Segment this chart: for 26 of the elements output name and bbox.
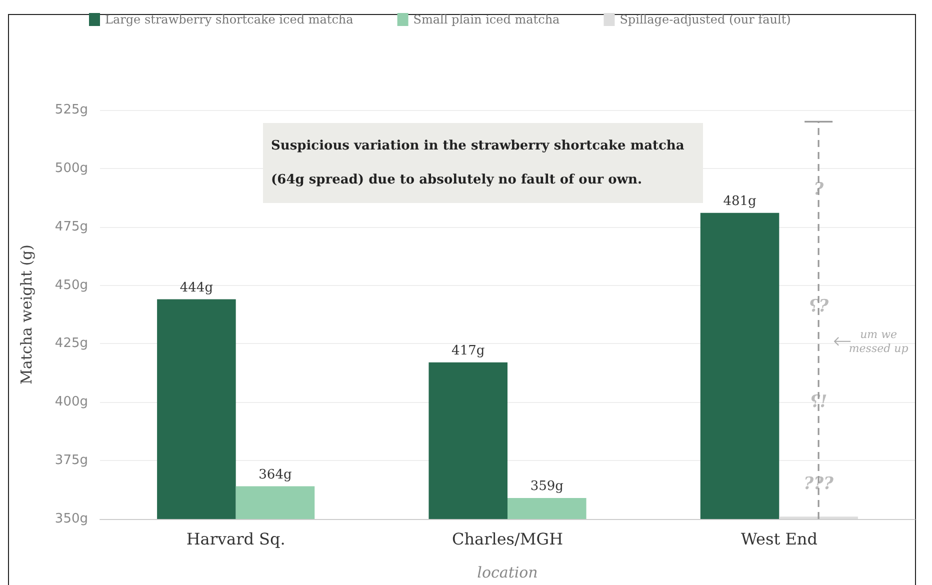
data-label: 444g [180,280,214,296]
y-tick-label: 475g [54,219,88,234]
annotation: um we messed up [848,328,908,355]
data-label: 364g [258,467,292,482]
y-tick-label: 525g [54,102,88,118]
data-label: 417g [452,343,485,358]
data-label: 481g [723,194,756,209]
x-tick-label: Harvard Sq. [186,530,286,548]
y-tick-label: 350g [54,512,88,526]
y-tick-label: 425g [54,336,88,352]
y-tick-label: 450g [54,278,88,293]
x-tick-label: Charles/MGH [452,530,564,548]
text: Suspicious variation in the strawberry shortcake matcha (64g spread) due to absolutely no fault of our own. [271,138,684,188]
y-tick-label: 375g [54,453,88,468]
y-tick-label: 500g [54,160,88,176]
legend-label: Spillage-adjusted (our fault) [620,12,791,26]
x-axis-title: location [477,564,538,582]
legend-label: Small plain iced matcha [413,12,560,26]
y-axis-title: Matcha weight (g) [18,244,36,384]
y-tick-label: 400g [54,394,88,410]
data-label: 359g [530,478,564,494]
annotation: ??? [804,474,835,494]
annotation: ⸮! [810,392,828,412]
x-tick-label: West End [740,530,818,548]
annotation: ⸮? [808,296,830,316]
legend-label: Large strawberry shortcake iced matcha [105,12,354,26]
